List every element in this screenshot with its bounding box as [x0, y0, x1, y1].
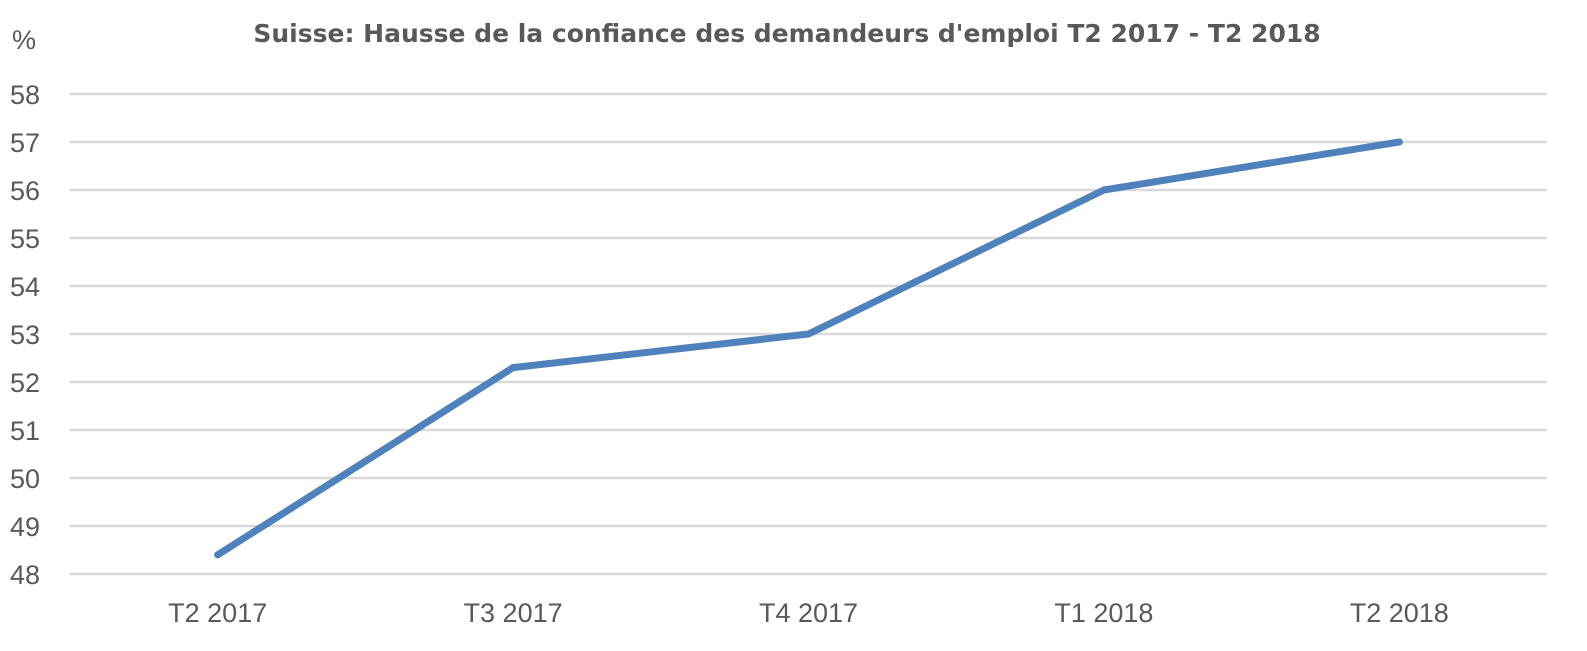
x-tick-label: T2 2017	[168, 598, 267, 628]
data-point	[1395, 138, 1403, 146]
y-tick-label: 51	[10, 416, 40, 446]
series-line-0	[214, 138, 1403, 559]
y-tick-label: 48	[10, 560, 40, 590]
x-tick-label: T4 2017	[759, 598, 858, 628]
y-tick-label: 49	[10, 512, 40, 542]
x-tick-label: T3 2017	[464, 598, 563, 628]
y-tick-label: 57	[10, 128, 40, 158]
chart-title: Suisse: Hausse de la confiance des deman…	[253, 19, 1320, 48]
data-point	[214, 551, 222, 559]
y-tick-label: 53	[10, 320, 40, 350]
y-axis-tick-labels: 48 49 50 51 52 53 54 55 56 57 58	[10, 80, 40, 590]
x-axis-tick-labels: T2 2017 T3 2017 T4 2017 T1 2018 T2 2018	[168, 598, 1449, 628]
y-axis-unit-label: %	[12, 25, 36, 55]
series-lines	[214, 138, 1403, 559]
x-tick-label: T2 2018	[1350, 598, 1449, 628]
y-tick-label: 54	[10, 272, 40, 302]
x-tick-label: T1 2018	[1054, 598, 1153, 628]
y-tick-label: 52	[10, 368, 40, 398]
data-point	[509, 364, 517, 372]
y-tick-label: 56	[10, 176, 40, 206]
y-tick-label: 50	[10, 464, 40, 494]
y-tick-label: 58	[10, 80, 40, 110]
data-point	[1100, 186, 1108, 194]
data-point	[805, 330, 812, 338]
y-tick-label: 55	[10, 224, 40, 254]
